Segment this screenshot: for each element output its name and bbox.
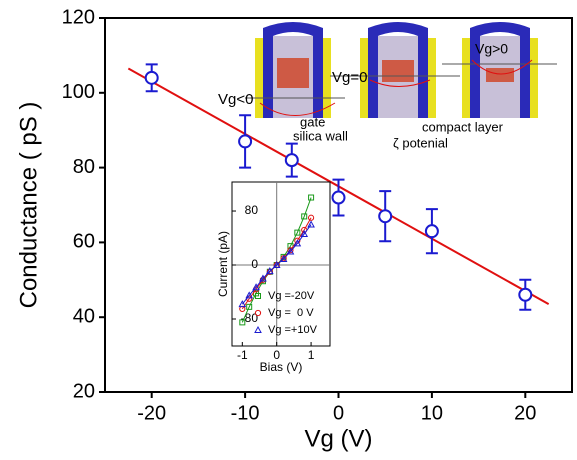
legend-label: Vg = 0 V xyxy=(268,307,314,319)
annotation: Vg>0 xyxy=(475,41,508,57)
data-point xyxy=(284,142,299,178)
y-tick-label: 60 xyxy=(73,231,95,253)
data-point xyxy=(518,278,533,311)
marker xyxy=(284,153,299,168)
marker xyxy=(245,291,254,299)
x-tick-label: 1 xyxy=(308,348,315,362)
marker xyxy=(378,209,393,224)
y-tick-label: 0 xyxy=(251,257,258,271)
marker xyxy=(293,239,302,247)
marker xyxy=(307,220,315,228)
annotation: Vg=0 xyxy=(332,69,367,86)
marker xyxy=(265,267,274,275)
marker xyxy=(300,229,309,237)
data-point xyxy=(378,190,393,243)
marker xyxy=(279,254,288,262)
x-axis-label: Vg (V) xyxy=(304,425,372,452)
marker xyxy=(238,300,247,308)
y-tick-label: 100 xyxy=(62,81,95,103)
legend-marker xyxy=(254,325,262,333)
x-axis-label: Bias (V) xyxy=(260,360,303,374)
marker xyxy=(259,274,267,282)
legend-marker xyxy=(254,309,262,317)
x-tick-label: 0 xyxy=(333,402,344,424)
data-point xyxy=(238,114,253,169)
marker xyxy=(424,224,439,239)
annotation: ζ potenial xyxy=(393,135,448,150)
marker xyxy=(286,247,295,255)
annotation: silica wall xyxy=(293,128,348,143)
data-point xyxy=(424,208,439,255)
marker xyxy=(246,303,253,310)
annotation: Vg<0 xyxy=(218,91,253,108)
data-point xyxy=(331,178,346,217)
marker xyxy=(294,229,301,236)
data-point xyxy=(144,63,159,93)
x-tick-label: 10 xyxy=(421,402,443,424)
marker xyxy=(238,134,253,149)
y-tick-label: 120 xyxy=(62,6,95,28)
y-tick-label: 80 xyxy=(245,203,259,217)
illustration xyxy=(245,22,557,118)
y-axis-label: Conductance ( pS ) xyxy=(15,102,42,309)
y-axis-label: Current (pA) xyxy=(216,231,230,297)
inset-frame xyxy=(231,181,331,347)
marker xyxy=(518,287,533,302)
legend-marker xyxy=(255,293,261,299)
y-tick-label: 20 xyxy=(73,380,95,402)
marker xyxy=(301,213,308,220)
marker xyxy=(252,283,260,291)
marker xyxy=(144,70,159,85)
marker xyxy=(307,214,315,221)
y-tick-label: 80 xyxy=(73,156,95,178)
annotation: compact layer xyxy=(422,119,504,134)
marker xyxy=(239,319,246,326)
x-tick-label: -10 xyxy=(231,402,260,424)
marker xyxy=(331,190,346,205)
legend-label: Vg =+10V xyxy=(268,324,318,336)
marker xyxy=(272,260,281,269)
x-tick-label: 20 xyxy=(514,402,536,424)
x-tick-label: -20 xyxy=(137,402,166,424)
legend-label: Vg =-20V xyxy=(268,290,315,302)
y-tick-label: 40 xyxy=(73,305,95,327)
x-tick-label: -1 xyxy=(237,348,248,362)
annotation: gate xyxy=(300,114,325,129)
marker xyxy=(308,194,315,201)
marker xyxy=(266,268,273,275)
series xyxy=(238,220,315,308)
x-tick-label: 0 xyxy=(273,348,280,362)
